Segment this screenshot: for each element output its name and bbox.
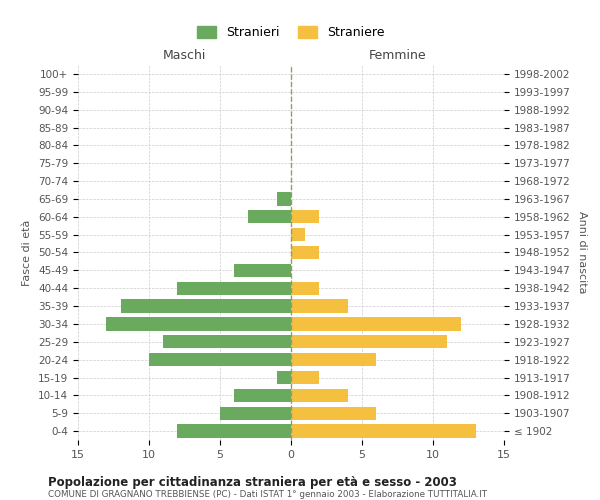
Legend: Stranieri, Straniere: Stranieri, Straniere bbox=[194, 22, 388, 43]
Bar bbox=[234, 388, 291, 402]
Bar bbox=[248, 210, 291, 224]
Bar bbox=[291, 335, 447, 348]
Text: Popolazione per cittadinanza straniera per età e sesso - 2003: Popolazione per cittadinanza straniera p… bbox=[48, 476, 457, 489]
Bar bbox=[291, 424, 476, 438]
Bar bbox=[291, 228, 305, 241]
Text: COMUNE DI GRAGNANO TREBBIENSE (PC) - Dati ISTAT 1° gennaio 2003 - Elaborazione T: COMUNE DI GRAGNANO TREBBIENSE (PC) - Dat… bbox=[48, 490, 487, 499]
Bar bbox=[291, 406, 376, 420]
Y-axis label: Fasce di età: Fasce di età bbox=[22, 220, 32, 286]
Bar bbox=[291, 282, 319, 295]
Bar bbox=[291, 371, 319, 384]
Bar bbox=[121, 300, 291, 313]
Bar bbox=[291, 388, 348, 402]
Bar bbox=[277, 192, 291, 205]
Bar bbox=[291, 246, 319, 259]
Text: Femmine: Femmine bbox=[368, 50, 427, 62]
Bar bbox=[277, 371, 291, 384]
Bar bbox=[163, 335, 291, 348]
Bar bbox=[291, 210, 319, 224]
Bar bbox=[291, 300, 348, 313]
Bar bbox=[291, 317, 461, 330]
Y-axis label: Anni di nascita: Anni di nascita bbox=[577, 211, 587, 294]
Text: Maschi: Maschi bbox=[163, 50, 206, 62]
Bar bbox=[149, 353, 291, 366]
Bar bbox=[291, 353, 376, 366]
Bar bbox=[178, 424, 291, 438]
Bar bbox=[106, 317, 291, 330]
Bar bbox=[234, 264, 291, 277]
Bar bbox=[220, 406, 291, 420]
Bar bbox=[178, 282, 291, 295]
